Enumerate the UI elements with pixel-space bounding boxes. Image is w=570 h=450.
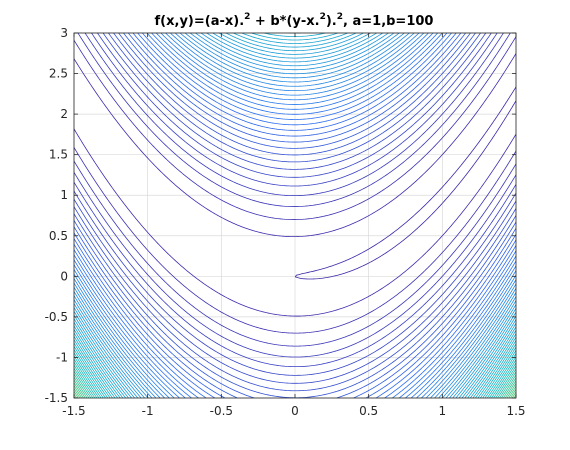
contour-level-27 [74,33,516,398]
x-tick-label-2: -0.5 [210,404,233,418]
y-tick-label-5: 1 [60,188,68,202]
y-tick-label-4: 0.5 [49,229,68,243]
contour-level-50 [74,379,516,398]
contour-level-13 [74,33,516,398]
contour-level-9 [74,33,516,398]
x-tick-label-4: 0.5 [359,404,378,418]
contour-level-40 [74,349,516,398]
title-superscript-3: 2 [337,12,343,22]
contour-level-3 [74,33,516,347]
contour-level-34 [74,33,516,398]
contour-level-41 [74,352,516,398]
title-part-3: ). [326,14,337,29]
contour-level-2 [74,36,516,334]
y-tick-label-2: -0.5 [45,310,68,324]
contour-level-20 [74,33,516,398]
x-tick-label-3: 0 [291,404,299,418]
contour-level-0 [294,86,516,280]
y-tick-label-1: -1 [56,350,68,364]
contour-level-4 [74,33,516,358]
title-part-2: + b*(y-x. [250,14,319,29]
y-tick-label-3: 0 [60,269,68,283]
contour-level-7 [74,33,516,384]
contour-level-35 [74,33,516,398]
title-superscript-1: 2 [244,12,250,22]
x-tick-label-5: 1 [439,404,447,418]
y-tick-label-9: 3 [60,26,68,40]
contour-level-38 [74,342,516,398]
contour-level-45 [74,364,516,398]
axes: -1.5 -1 -0.5 0 0.5 1 1.5 -1.5 -1 -0.5 0 0.5 1 1.5 2 2.5… [45,26,526,418]
contour-level-30 [74,33,516,398]
x-tick-label-6: 1.5 [506,404,525,418]
contour-level-43 [74,358,516,398]
y-tick-label-8: 2.5 [49,67,68,81]
y-tick-label-7: 2 [60,107,68,121]
contour-level-26 [74,33,516,398]
contour-level-37 [74,339,516,398]
contour-level-22 [74,33,516,398]
contour-level-12 [74,33,516,398]
contour-level-52 [74,385,516,398]
contour-level-11 [74,33,516,398]
contour-level-31 [74,33,516,398]
contour-level-15 [74,33,516,398]
contour-level-51 [74,382,516,398]
contour-level-49 [74,376,516,398]
y-tick-label-0: -1.5 [45,391,68,405]
contour-level-16 [74,33,516,398]
contour-level-42 [74,355,516,398]
contour-level-36 [74,33,516,398]
contour-level-47 [74,370,516,398]
contour-level-21 [74,33,516,398]
chart-title: f(x,y)=(a-x).2 + b*(y-x.2).2, a=1,b=100 [155,12,434,29]
contour-level-17 [74,33,516,398]
contour-level-48 [74,373,516,398]
title-part-4: , a=1,b=100 [343,14,433,29]
contour-level-46 [74,367,516,398]
contour-level-19 [74,33,516,398]
contour-level-29 [74,33,516,398]
contour-level-8 [74,33,516,392]
title-part-1: f(x,y)=(a-x). [155,14,245,29]
contour-level-39 [74,345,516,398]
x-tick-label-1: -1 [142,404,154,418]
contour-level-5 [74,33,516,368]
contour-level-18 [74,33,516,398]
y-tick-label-6: 1.5 [49,148,68,162]
title-superscript-2: 2 [320,12,326,22]
contour-level-1 [74,53,516,317]
contour-level-14 [74,33,516,398]
contour-level-32 [74,33,516,398]
contour-level-6 [74,33,516,376]
contour-level-44 [74,361,516,398]
x-tick-label-0: -1.5 [62,404,85,418]
contour-level-28 [74,33,516,398]
contour-level-24 [74,33,516,398]
contour-lines [74,33,516,398]
contour-level-23 [74,33,516,398]
